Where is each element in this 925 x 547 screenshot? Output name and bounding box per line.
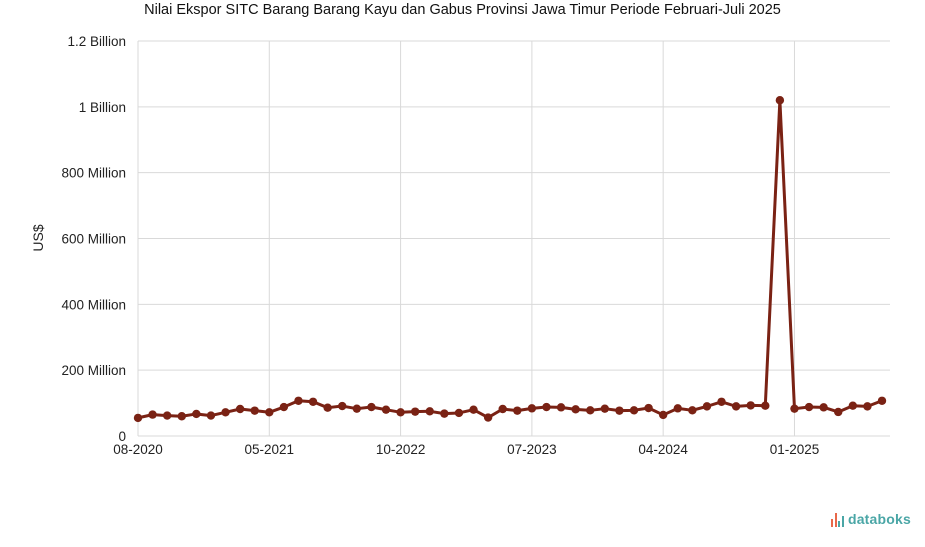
data-point[interactable] bbox=[279, 402, 289, 412]
x-tick-label: 01-2025 bbox=[770, 442, 820, 457]
data-point[interactable] bbox=[615, 406, 624, 415]
data-point[interactable] bbox=[294, 396, 303, 405]
data-point[interactable] bbox=[761, 401, 770, 410]
data-point[interactable] bbox=[629, 406, 639, 415]
data-point[interactable] bbox=[440, 409, 449, 418]
logo-bars-icon bbox=[831, 511, 844, 527]
logo-text: databoks bbox=[847, 511, 911, 527]
data-point[interactable] bbox=[717, 397, 726, 406]
y-tick-label: 800 Million bbox=[61, 166, 126, 181]
y-tick-label: 200 Million bbox=[61, 363, 126, 378]
data-point[interactable] bbox=[775, 96, 785, 105]
data-point[interactable] bbox=[556, 403, 566, 412]
grid bbox=[137, 40, 890, 437]
data-point[interactable] bbox=[323, 403, 332, 412]
data-point[interactable] bbox=[308, 397, 318, 406]
y-tick-label: 1 Billion bbox=[79, 100, 126, 115]
data-point[interactable] bbox=[352, 404, 362, 413]
data-point[interactable] bbox=[658, 410, 668, 420]
data-point[interactable] bbox=[177, 412, 186, 421]
data-point[interactable] bbox=[133, 413, 143, 423]
data-point[interactable] bbox=[571, 405, 580, 414]
y-axis-label: US$ bbox=[30, 224, 46, 251]
data-point[interactable] bbox=[498, 404, 507, 414]
data-point[interactable] bbox=[702, 402, 712, 411]
data-point[interactable] bbox=[454, 408, 464, 418]
data-point[interactable] bbox=[848, 401, 858, 410]
data-point[interactable] bbox=[483, 413, 493, 422]
data-point[interactable] bbox=[206, 411, 216, 420]
data-point[interactable] bbox=[396, 408, 405, 417]
data-point[interactable] bbox=[250, 406, 259, 415]
x-tick-label: 05-2021 bbox=[245, 442, 295, 457]
data-point[interactable] bbox=[688, 406, 697, 415]
data-point[interactable] bbox=[746, 401, 755, 410]
x-tick-label: 07-2023 bbox=[507, 442, 557, 457]
data-point[interactable] bbox=[338, 401, 347, 411]
data-point[interactable] bbox=[221, 408, 230, 417]
y-tick-label: 400 Million bbox=[61, 297, 126, 312]
y-axis-tick-labels: 0 200 Million 400 Million 600 Million 800 Mi… bbox=[61, 34, 126, 444]
data-point[interactable] bbox=[469, 405, 478, 414]
y-tick-label: 600 Million bbox=[61, 232, 126, 247]
y-tick-label: 1.2 Billion bbox=[67, 34, 126, 49]
data-point[interactable] bbox=[527, 404, 537, 413]
data-point[interactable] bbox=[162, 411, 172, 420]
databoks-logo: databoks bbox=[831, 511, 911, 527]
data-point[interactable] bbox=[235, 404, 245, 414]
series-line bbox=[137, 98, 883, 420]
data-point[interactable] bbox=[148, 410, 157, 419]
data-point[interactable] bbox=[425, 407, 434, 416]
data-point[interactable] bbox=[265, 408, 274, 417]
data-point[interactable] bbox=[410, 407, 420, 416]
data-point[interactable] bbox=[804, 402, 814, 412]
data-point[interactable] bbox=[644, 403, 653, 413]
data-points bbox=[133, 96, 887, 423]
x-tick-label: 10-2022 bbox=[376, 442, 426, 457]
y-tick-label: 0 bbox=[118, 429, 126, 444]
data-point[interactable] bbox=[834, 407, 843, 417]
data-point[interactable] bbox=[731, 402, 741, 411]
data-point[interactable] bbox=[863, 402, 872, 411]
data-point[interactable] bbox=[673, 404, 682, 413]
data-point[interactable] bbox=[586, 406, 595, 415]
data-point[interactable] bbox=[367, 402, 376, 412]
data-point[interactable] bbox=[600, 404, 610, 413]
x-tick-label: 04-2024 bbox=[638, 442, 688, 457]
x-axis-tick-labels: 08-2020 05-2021 10-2022 07-2023 04-2024 01-20… bbox=[113, 442, 819, 457]
data-point[interactable] bbox=[381, 405, 391, 414]
data-point[interactable] bbox=[819, 403, 828, 412]
chart-title: Nilai Ekspor SITC Barang Barang Kayu dan… bbox=[144, 2, 781, 18]
data-point[interactable] bbox=[513, 406, 522, 415]
x-tick-label: 08-2020 bbox=[113, 442, 163, 457]
data-point[interactable] bbox=[877, 396, 887, 405]
data-point[interactable] bbox=[790, 404, 799, 413]
data-point[interactable] bbox=[192, 409, 201, 419]
data-point[interactable] bbox=[542, 402, 551, 412]
